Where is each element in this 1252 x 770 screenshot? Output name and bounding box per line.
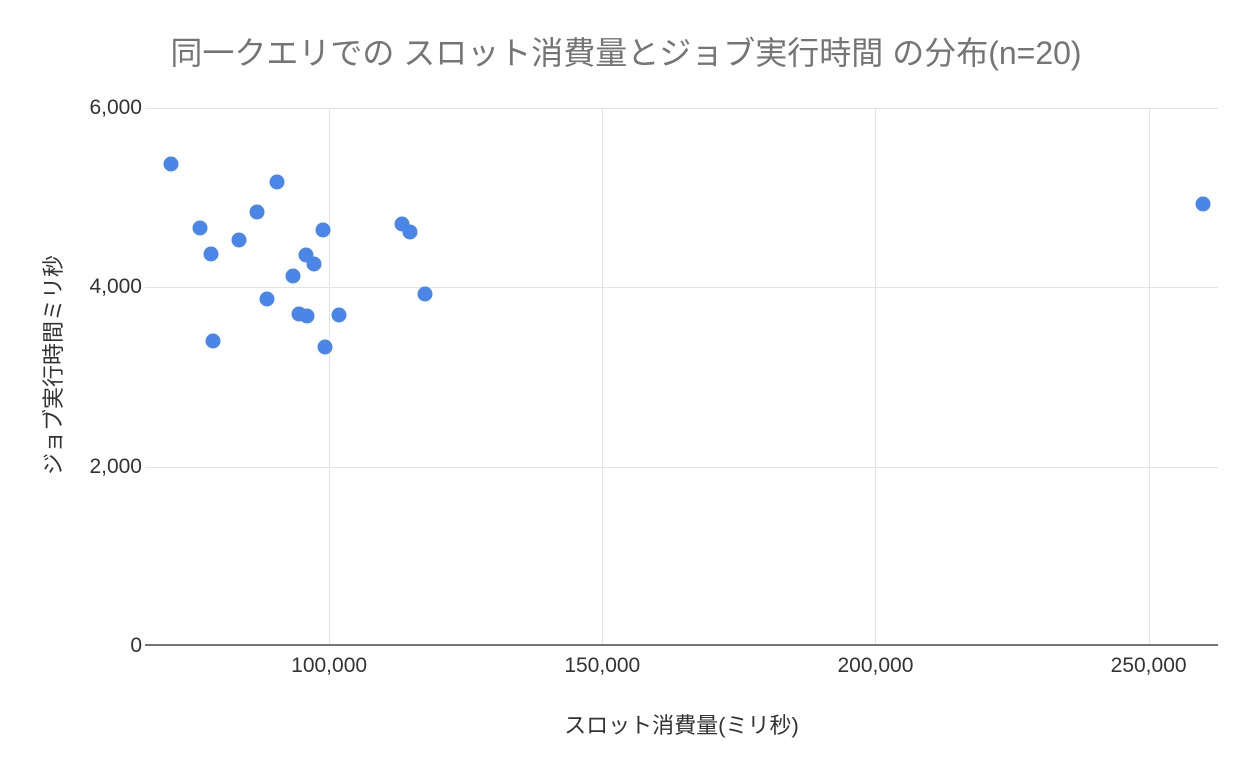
data-point (259, 291, 275, 307)
data-point (317, 339, 333, 355)
x-axis-line (145, 644, 1218, 646)
y-gridline (145, 466, 1218, 468)
data-point (192, 220, 208, 236)
x-gridline (875, 108, 877, 646)
plot-area (145, 108, 1218, 646)
y-gridline (145, 287, 1218, 289)
data-point (315, 222, 331, 238)
data-point (163, 156, 179, 172)
y-tick-label: 4,000 (89, 275, 142, 299)
x-tick-label: 150,000 (564, 654, 641, 677)
y-tick-label: 6,000 (89, 96, 142, 119)
data-point (249, 204, 265, 220)
x-gridline (329, 108, 331, 646)
data-point (417, 286, 433, 302)
data-point (205, 333, 221, 349)
data-point (203, 246, 219, 262)
x-axis-title: スロット消費量(ミリ秒) (564, 713, 799, 738)
data-point (285, 268, 301, 284)
x-tick-label: 250,000 (1110, 654, 1187, 677)
y-tick-label: 0 (130, 634, 142, 657)
data-point (269, 174, 285, 190)
y-tick-label: 2,000 (89, 454, 142, 478)
x-gridline (602, 108, 604, 646)
data-point (306, 256, 322, 272)
y-gridline (145, 108, 1218, 109)
data-point (299, 308, 315, 324)
data-point (1195, 196, 1211, 212)
data-point (231, 232, 247, 248)
data-point (331, 307, 347, 323)
chart-title: 同一クエリでの スロット消費量とジョブ実行時間 の分布(n=20) (170, 35, 1082, 71)
x-tick-label: 200,000 (837, 654, 914, 677)
x-gridline (1148, 108, 1150, 646)
x-tick-label: 100,000 (291, 654, 368, 677)
data-point (402, 224, 418, 240)
